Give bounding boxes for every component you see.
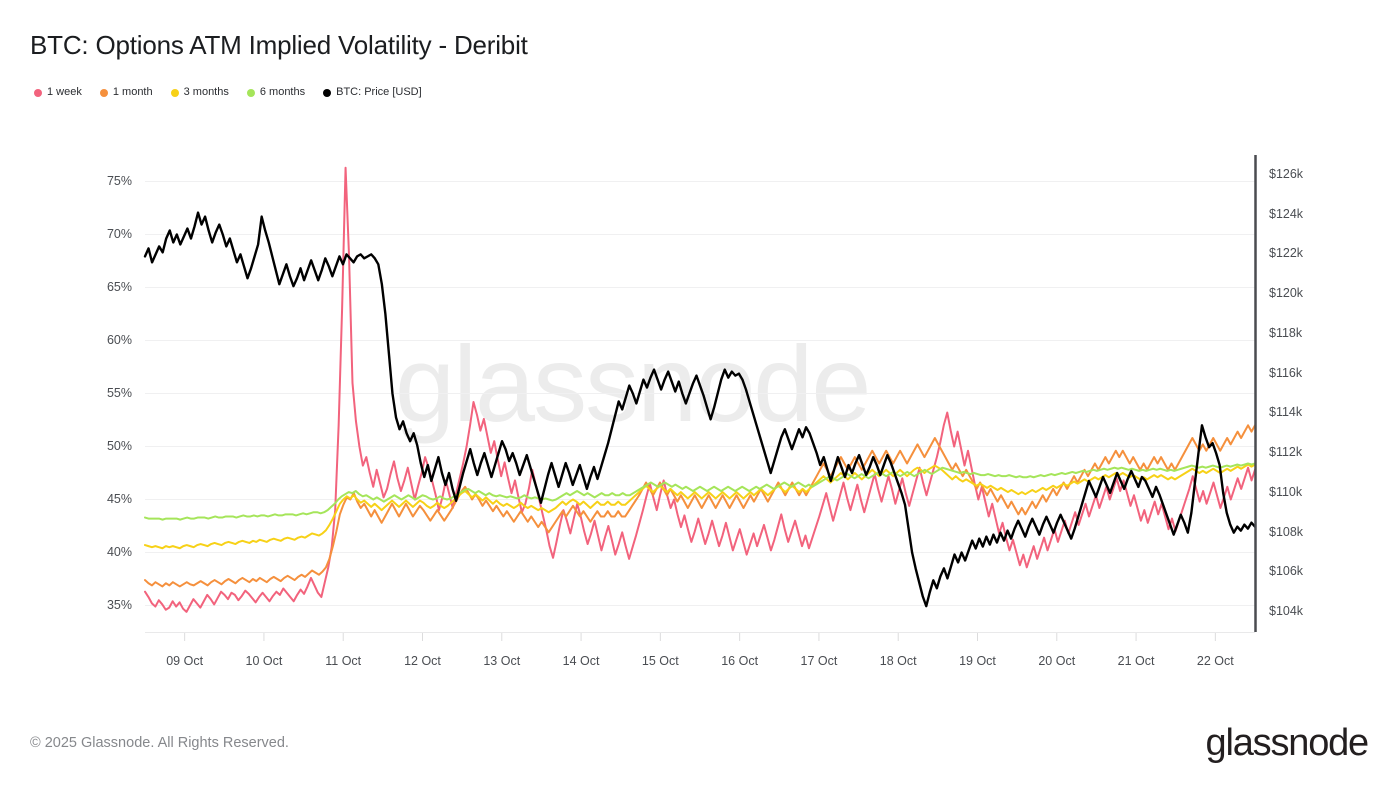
series-line-6-months bbox=[144, 462, 1256, 521]
copyright-text: © 2025 Glassnode. All Rights Reserved. bbox=[30, 735, 289, 751]
legend-label: 1 week bbox=[47, 86, 82, 98]
y-axis-right-tick-label: $104k bbox=[1269, 604, 1304, 619]
x-axis-tick-label: 16 Oct bbox=[721, 654, 759, 668]
legend-label: BTC: Price [USD] bbox=[336, 86, 422, 98]
series-lines bbox=[143, 166, 1257, 613]
y-axis-right-tick-label: $120k bbox=[1269, 286, 1304, 301]
legend-item-1-week[interactable]: 1 week bbox=[34, 87, 82, 98]
series-line-3-months bbox=[144, 463, 1256, 550]
y-axis-right-tick-label: $112k bbox=[1269, 445, 1303, 460]
y-axis-right-tick-label: $110k bbox=[1269, 484, 1303, 499]
legend-label: 1 month bbox=[112, 86, 153, 98]
y-axis-left-tick-label: 35% bbox=[106, 597, 132, 612]
x-axis-tick-label: 17 Oct bbox=[800, 654, 838, 668]
legend-item-btc-price[interactable]: BTC: Price [USD] bbox=[323, 87, 422, 98]
y-axis-left-tick-label: 65% bbox=[106, 279, 132, 294]
y-axis-right-tick-label: $126k bbox=[1269, 166, 1304, 181]
x-axis-tick-label: 09 Oct bbox=[166, 654, 204, 668]
legend-dot-icon bbox=[34, 88, 42, 97]
gridlines bbox=[145, 181, 1255, 606]
y-axis-left-tick-label: 40% bbox=[106, 544, 132, 559]
x-axis-tick-label: 12 Oct bbox=[404, 654, 441, 668]
x-axis-tick-label: 22 Oct bbox=[1196, 654, 1234, 668]
x-axis-tick-label: 19 Oct bbox=[959, 654, 996, 668]
y-axis-right-tick-label: $116k bbox=[1269, 365, 1303, 380]
y-axis-right-tick-label: $122k bbox=[1269, 246, 1304, 261]
y-axis-left-tick-label: 50% bbox=[106, 438, 132, 453]
y-axis-right-tick-label: $118k bbox=[1269, 325, 1303, 340]
y-axis-left-tick-label: 75% bbox=[106, 173, 132, 188]
y-axis-right-tick-label: $114k bbox=[1269, 405, 1303, 420]
legend-item-3-months[interactable]: 3 months bbox=[170, 86, 229, 98]
legend-label: 6 months bbox=[259, 86, 306, 98]
series-line-1-month bbox=[144, 424, 1256, 588]
x-axis-tick-label: 21 Oct bbox=[1117, 654, 1155, 668]
x-axis-tick-label: 10 Oct bbox=[245, 654, 283, 668]
page-title: BTC: Options ATM Implied Volatility - De… bbox=[30, 30, 528, 60]
legend-item-6-months[interactable]: 6 months bbox=[246, 86, 306, 98]
x-tick-marks bbox=[184, 632, 1216, 641]
y-axis-left-tick-label: 55% bbox=[106, 385, 132, 400]
glassnode-logo: glassnode bbox=[1205, 722, 1370, 764]
y-axis-right-tick-label: $106k bbox=[1269, 564, 1304, 579]
x-axis-tick-label: 11 Oct bbox=[325, 654, 362, 668]
series-line-btc-price-usd bbox=[143, 211, 1257, 608]
x-axis-tick-label: 20 Oct bbox=[1038, 654, 1076, 668]
y-axis-right-tick-label: $108k bbox=[1269, 524, 1304, 539]
x-axis-tick-label: 15 Oct bbox=[641, 654, 679, 668]
legend-label: 3 months bbox=[183, 86, 229, 98]
x-axis-tick-label: 14 Oct bbox=[562, 654, 600, 668]
legend-dot-icon bbox=[99, 88, 108, 97]
chart-legend: 1 week 1 month 3 months 6 months BTC: Pr… bbox=[34, 87, 422, 98]
x-axis-tick-label: 18 Oct bbox=[879, 654, 917, 668]
x-axis-tick-label: 13 Oct bbox=[483, 654, 521, 668]
y-axis-left-tick-label: 60% bbox=[106, 332, 132, 347]
legend-dot-icon bbox=[323, 88, 332, 97]
legend-dot-icon bbox=[170, 88, 179, 97]
y-axis-left-tick-label: 70% bbox=[106, 226, 132, 241]
y-axis-left-tick-label: 45% bbox=[106, 491, 132, 506]
y-axis-right-tick-label: $124k bbox=[1269, 206, 1304, 221]
legend-item-1-month[interactable]: 1 month bbox=[99, 86, 153, 98]
legend-dot-icon bbox=[246, 88, 255, 97]
